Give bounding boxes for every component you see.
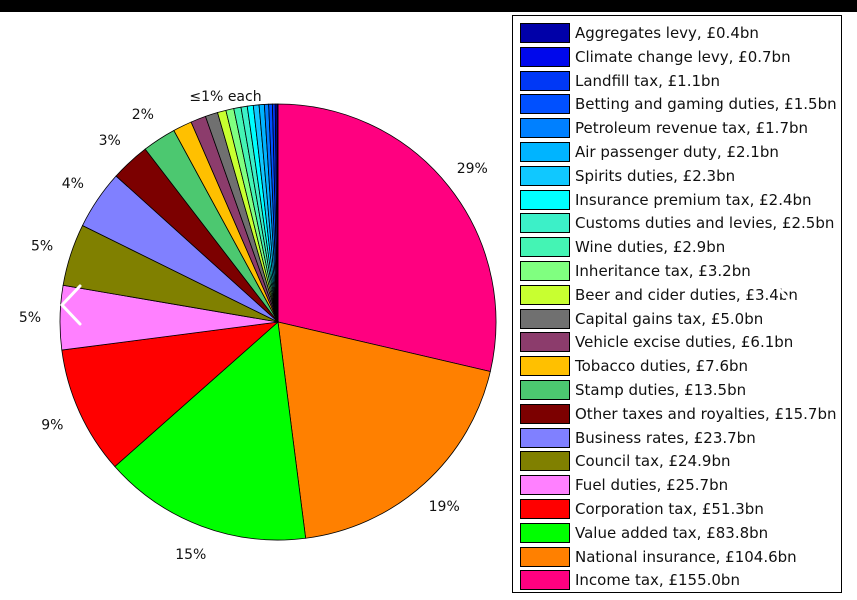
legend-label: Tobacco duties, £7.6bn [575,357,749,376]
legend-item: Landfill tax, £1.1bn [520,69,720,93]
legend-item: Capital gains tax, £5.0bn [520,307,763,331]
legend-item: Corporation tax, £51.3bn [520,497,764,521]
legend-item: Income tax, £155.0bn [520,568,740,592]
legend-label: Betting and gaming duties, £1.5bn [575,95,837,114]
pie-slice [61,321,280,468]
legend-label: Capital gains tax, £5.0bn [575,309,764,328]
pie-slice [276,103,279,323]
legend-swatch [520,475,570,496]
pie-slice [114,321,307,541]
top-bar [0,0,857,12]
legend-swatch [520,403,570,424]
legend-item: Customs duties and levies, £2.5bn [520,211,834,235]
slice-percent-label: 9% [41,418,63,434]
slice-percent-label: 4% [62,176,84,192]
legend-item: Air passenger duty, £2.1bn [520,140,779,164]
pie-slice [277,103,497,372]
legend-item: Vehicle excise duties, £6.1bn [520,330,793,354]
legend-label: Vehicle excise duties, £6.1bn [575,333,794,352]
legend: Aggregates levy, £0.4bn Climate change le… [512,15,842,593]
legend-item: Inheritance tax, £3.2bn [520,259,751,283]
legend-label: Wine duties, £2.9bn [575,238,726,257]
legend-item: Wine duties, £2.9bn [520,235,725,259]
legend-swatch [520,380,570,400]
legend-label: National insurance, £104.6bn [575,547,797,566]
legend-item: Fuel duties, £25.7bn [520,473,728,497]
legend-item: Betting and gaming duties, £1.5bn [520,92,837,116]
legend-item: Aggregates levy, £0.4bn [520,21,759,45]
previous-arrow[interactable] [56,280,86,330]
legend-item: Value added tax, £83.8bn [520,521,768,545]
legend-swatch [520,189,570,210]
legend-swatch [520,499,570,519]
legend-swatch [520,23,570,43]
legend-item: Petroleum revenue tax, £1.7bn [520,116,808,140]
pie-chart: 29% 19% 15% 9% 5% 5% 4% 3% 2% ≤1% each [19,89,497,563]
legend-label: Business rates, £23.7bn [575,428,756,447]
legend-item: Tobacco duties, £7.6bn [520,354,748,378]
legend-swatch [520,94,570,115]
legend-swatch [520,261,570,281]
legend-swatch [520,570,570,591]
legend-item: Business rates, £23.7bn [520,426,756,450]
chevron-right-icon [774,284,796,326]
legend-label: Beer and cider duties, £3.4bn [575,285,798,304]
legend-label: Spirits duties, £2.3bn [575,166,736,185]
legend-label: Climate change levy, £0.7bn [575,47,791,66]
legend-swatch [520,213,570,234]
slice-percent-label: 29% [457,161,488,177]
slice-percent-label: 19% [429,499,460,515]
next-arrow[interactable] [770,280,800,330]
legend-swatch [520,522,570,543]
legend-label: Insurance premium tax, £2.4bn [575,190,812,209]
legend-item: Insurance premium tax, £2.4bn [520,188,812,212]
legend-label: Aggregates levy, £0.4bn [575,24,759,42]
legend-swatch [520,546,570,567]
slice-percent-label: ≤1% each [189,89,261,105]
legend-swatch [520,332,570,353]
legend-label: Inheritance tax, £3.2bn [575,262,751,280]
legend-item: Climate change levy, £0.7bn [520,45,791,69]
chevron-left-icon [60,284,82,326]
legend-item: Beer and cider duties, £3.4bn [520,283,798,307]
legend-swatch [520,46,570,67]
legend-label: Air passenger duty, £2.1bn [575,143,779,161]
legend-label: Corporation tax, £51.3bn [575,500,764,518]
legend-swatch [520,118,570,139]
legend-item: Stamp duties, £13.5bn [520,378,746,402]
legend-swatch [520,284,570,305]
slice-percent-label: 2% [132,107,154,123]
legend-label: Value added tax, £83.8bn [575,523,769,542]
slice-percent-label: 15% [175,547,206,563]
legend-item: Council tax, £24.9bn [520,449,730,473]
legend-swatch [520,427,570,448]
legend-swatch [520,237,570,258]
legend-swatch [520,165,570,186]
legend-swatch [520,142,570,162]
legend-item: Spirits duties, £2.3bn [520,164,735,188]
legend-label: Landfill tax, £1.1bn [575,71,721,90]
legend-item: Other taxes and royalties, £15.7bn [520,402,837,426]
legend-label: Other taxes and royalties, £15.7bn [575,404,837,423]
legend-item: National insurance, £104.6bn [520,545,797,569]
legend-label: Fuel duties, £25.7bn [575,476,729,495]
slice-percent-label: 5% [19,310,41,326]
legend-label: Customs duties and levies, £2.5bn [575,214,835,233]
legend-swatch [520,356,570,377]
legend-label: Income tax, £155.0bn [575,571,740,590]
slice-percent-label: 5% [31,238,53,254]
pie-slice [277,321,491,539]
legend-label: Stamp duties, £13.5bn [575,381,747,399]
legend-swatch [520,70,570,91]
legend-label: Council tax, £24.9bn [575,452,731,471]
legend-label: Petroleum revenue tax, £1.7bn [575,119,809,138]
legend-swatch [520,308,570,329]
legend-swatch [520,451,570,472]
slice-percent-label: 3% [99,133,121,149]
